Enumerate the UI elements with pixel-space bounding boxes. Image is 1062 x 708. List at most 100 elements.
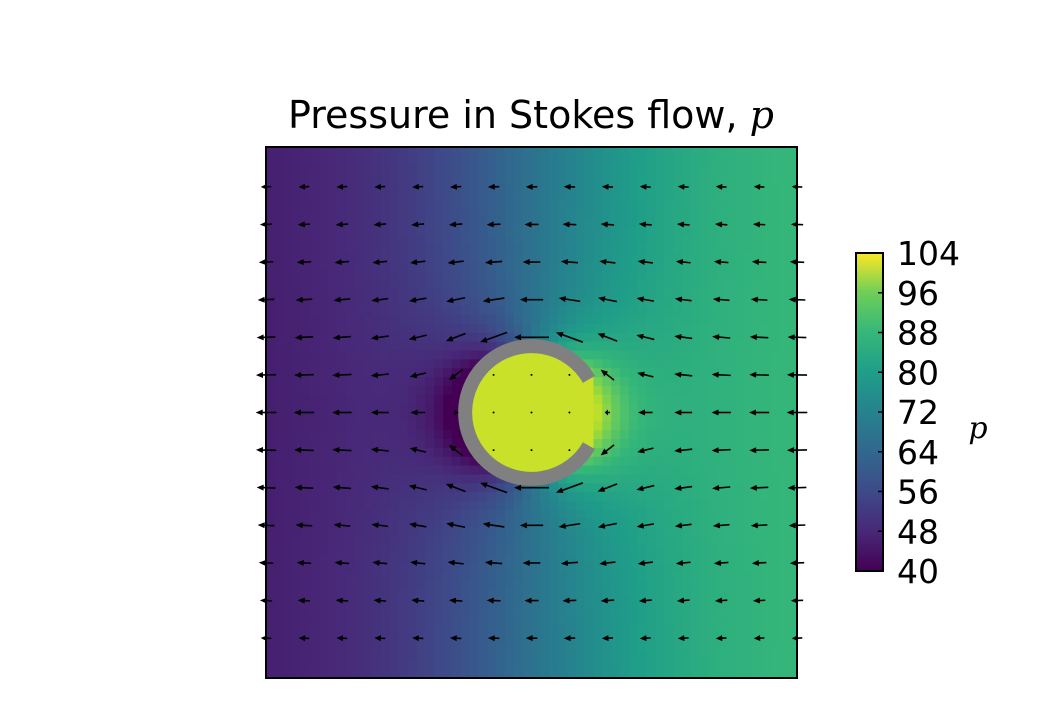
heatmap-cell (779, 155, 789, 166)
heatmap-cell (460, 554, 471, 564)
heatmap-cell (761, 439, 772, 449)
heatmap-cell (319, 341, 329, 352)
heatmap-cell (664, 580, 674, 591)
heatmap-cell (575, 536, 586, 546)
heatmap-cell (496, 226, 506, 237)
heatmap-cell (575, 270, 586, 281)
heatmap-cell (301, 642, 311, 653)
heatmap-cell (451, 226, 462, 237)
heatmap-cell (726, 306, 736, 316)
heatmap-cell (363, 669, 373, 678)
heatmap-cell (566, 616, 577, 626)
heatmap-cell (770, 492, 780, 502)
heatmap-cell (681, 403, 692, 414)
heatmap-cell (513, 633, 524, 644)
heatmap-cell (274, 633, 285, 644)
heatmap-cell (726, 642, 736, 653)
heatmap-cell (434, 669, 444, 678)
heatmap-cell (752, 447, 763, 458)
heatmap-cell (389, 394, 400, 405)
heatmap-cell (743, 562, 754, 573)
heatmap-cell (681, 315, 692, 325)
heatmap-cell (381, 589, 391, 599)
heatmap-cell (372, 412, 382, 422)
heatmap-cell (434, 660, 444, 670)
heatmap-cell (743, 607, 754, 617)
heatmap-cell (478, 182, 488, 192)
heatmap-cell (646, 412, 656, 422)
heatmap-cell (434, 377, 444, 387)
heatmap-cell (487, 527, 497, 537)
heatmap-cell (531, 501, 541, 511)
heatmap-cell (655, 262, 665, 272)
quiver-arrow (410, 259, 426, 266)
heatmap-cell (354, 492, 364, 502)
heatmap-cell (664, 200, 674, 210)
heatmap-cell (726, 554, 736, 564)
heatmap-cell (319, 217, 329, 228)
heatmap-cell (637, 571, 648, 582)
heatmap-cell (726, 545, 736, 555)
heatmap-cell (266, 527, 276, 537)
heatmap-cell (443, 589, 453, 599)
quiver-arrow (513, 484, 550, 491)
quiver-arrow (712, 522, 730, 529)
heatmap-cell (451, 368, 462, 378)
heatmap-cell (620, 306, 630, 316)
heatmap-cell (655, 368, 665, 378)
heatmap-cell (584, 147, 595, 157)
heatmap-cell (593, 155, 603, 166)
quiver-arrow (676, 597, 690, 604)
heatmap-cell (327, 368, 338, 378)
heatmap-cell (522, 226, 533, 237)
heatmap-cell (496, 669, 506, 678)
quiver-arrow (332, 334, 352, 341)
heatmap-cell (345, 262, 356, 272)
heatmap-cell (708, 465, 718, 476)
heatmap-cell (540, 226, 550, 237)
heatmap-cell (451, 465, 462, 476)
heatmap-cell (292, 191, 302, 201)
quiver-arrow (676, 221, 690, 228)
heatmap-cell (443, 324, 453, 334)
heatmap-cell (363, 235, 373, 245)
heatmap-cell (602, 226, 612, 237)
quiver-arrow (448, 369, 463, 381)
heatmap-cell (779, 571, 789, 582)
heatmap-cell (566, 509, 577, 520)
heatmap-cell (398, 430, 409, 440)
heatmap-cell (443, 332, 453, 343)
heatmap-cell (389, 421, 400, 431)
heatmap-cell (646, 536, 656, 546)
heatmap-cell (788, 315, 797, 325)
heatmap-cell (319, 439, 329, 449)
heatmap-cell (699, 598, 710, 608)
quiver-arrow (639, 635, 651, 642)
heatmap-cell (779, 642, 789, 653)
heatmap-cell (283, 155, 294, 166)
heatmap-cell (425, 412, 435, 422)
quiver-arrow (712, 334, 731, 341)
heatmap-cell (283, 324, 294, 334)
heatmap-cell (336, 571, 347, 582)
heatmap-cell (593, 571, 603, 582)
heatmap-cell (327, 332, 338, 343)
heatmap-cell (593, 474, 603, 484)
heatmap-cell (327, 439, 338, 449)
heatmap-cell (478, 651, 488, 661)
heatmap-cell (283, 173, 294, 183)
heatmap-cell (584, 545, 595, 555)
heatmap-cell (310, 217, 320, 228)
heatmap-cell (558, 164, 568, 175)
heatmap-cell (575, 624, 586, 635)
heatmap-cell (310, 527, 320, 537)
heatmap-cell (478, 483, 488, 493)
heatmap-cell (531, 518, 541, 529)
heatmap-cell (779, 562, 789, 573)
heatmap-cell (584, 554, 595, 564)
quiver-arrow (445, 483, 466, 493)
heatmap-cell (673, 527, 683, 537)
heatmap-cell (434, 509, 444, 520)
heatmap-cell (513, 580, 524, 591)
heatmap-cell (327, 359, 338, 369)
